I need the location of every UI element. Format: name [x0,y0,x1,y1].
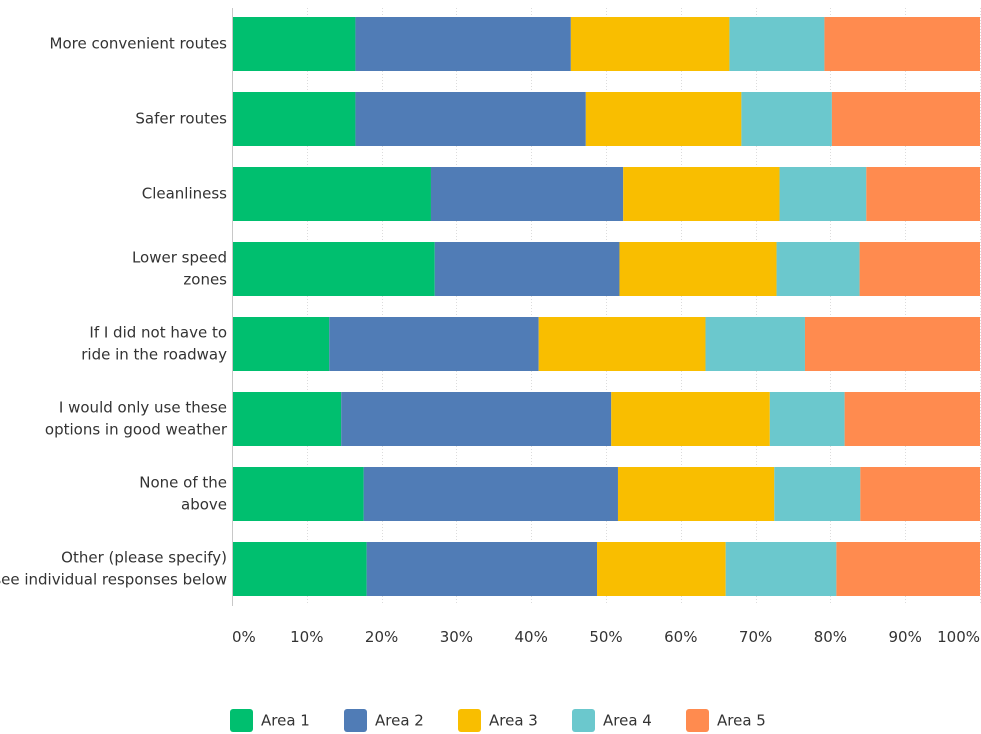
bar-segment-area-2 [355,17,571,71]
x-tick-label: 20% [365,628,398,646]
bar-segment-area-5 [804,317,980,371]
bar-segment-area-2 [341,392,612,446]
x-tick-label: 90% [889,628,922,646]
legend-swatch [686,709,709,732]
bar-segment-area-3 [617,467,775,521]
x-tick-label: 50% [589,628,622,646]
legend-item: Area 1 [230,709,310,732]
legend-label: Area 1 [261,712,310,730]
legend-swatch [572,709,595,732]
x-tick-label: 30% [440,628,473,646]
bar-segment-area-4 [776,242,860,296]
bar-segment-area-3 [619,242,777,296]
bar-segment-area-5 [844,392,980,446]
bar-segment-area-4 [741,92,832,146]
bar-segment-area-3 [611,392,770,446]
bar-segment-area-2 [355,92,586,146]
category-label: Safer routes [135,110,227,128]
legend-label: Area 4 [603,712,652,730]
bar-segment-area-4 [774,467,861,521]
bar-segment-area-3 [585,92,742,146]
bar-segment-area-4 [779,167,867,221]
x-tick-labels: 0% 10% 20% 30% 40% 50% 60% 70% 80% 90% 100% [232,628,980,646]
bar-segment-area-2 [329,317,539,371]
chart-legend: Area 1 Area 2 Area 3 Area 4 Area 5 [230,709,766,732]
bar-segment-area-1 [232,242,435,296]
category-label: More convenient routes [50,35,228,53]
category-label: Other (please specify) see individual res… [0,549,227,589]
bar-segment-area-5 [859,242,980,296]
x-tick-label: 0% [232,628,256,646]
x-tick-label: 80% [814,628,847,646]
bar-segment-area-1 [232,467,364,521]
bar-segment-area-3 [538,317,706,371]
x-tick-label: 70% [739,628,772,646]
legend-label: Area 3 [489,712,538,730]
legend-item: Area 5 [686,709,766,732]
bar-segment-area-5 [866,167,980,221]
category-label: If I did not have to ride in the roadway [81,324,227,364]
legend-item: Area 3 [458,709,538,732]
bar-segment-area-1 [232,17,356,71]
x-tick-label: 40% [515,628,548,646]
bar-segment-area-4 [705,317,805,371]
bar-segment-area-3 [623,167,780,221]
x-tick-label: 100% [937,628,980,646]
bar-segment-area-5 [860,467,980,521]
legend-label: Area 5 [717,712,766,730]
bar-segment-area-2 [434,242,620,296]
legend-swatch [344,709,367,732]
bar-segment-area-3 [597,542,726,596]
bar-segment-area-2 [430,167,624,221]
bar-segment-area-5 [831,92,980,146]
bar-segment-area-1 [232,92,356,146]
bar-segment-area-1 [232,167,431,221]
category-labels: More convenient routes Safer routes Cleanl… [0,35,228,589]
legend-swatch [458,709,481,732]
bar-segment-area-5 [824,17,980,71]
bar-segment-area-3 [570,17,730,71]
category-label: Lower speed zones [132,249,227,289]
category-label: Cleanliness [142,185,227,203]
bar-segment-area-2 [363,467,618,521]
bar-segment-area-1 [232,317,330,371]
legend-item: Area 2 [344,709,424,732]
bar-segment-area-2 [366,542,598,596]
x-tick-label: 10% [290,628,323,646]
category-label: None of the above [139,474,227,514]
bar-segment-area-5 [836,542,980,596]
bar-segment-area-1 [232,392,342,446]
category-label: I would only use these options in good we… [45,399,228,439]
legend-swatch [230,709,253,732]
bar-segment-area-4 [729,17,825,71]
legend-item: Area 4 [572,709,652,732]
chart-bars [232,17,980,596]
legend-label: Area 2 [375,712,424,730]
bar-segment-area-4 [725,542,837,596]
bar-segment-area-1 [232,542,367,596]
x-tick-label: 60% [664,628,697,646]
bar-segment-area-4 [769,392,845,446]
